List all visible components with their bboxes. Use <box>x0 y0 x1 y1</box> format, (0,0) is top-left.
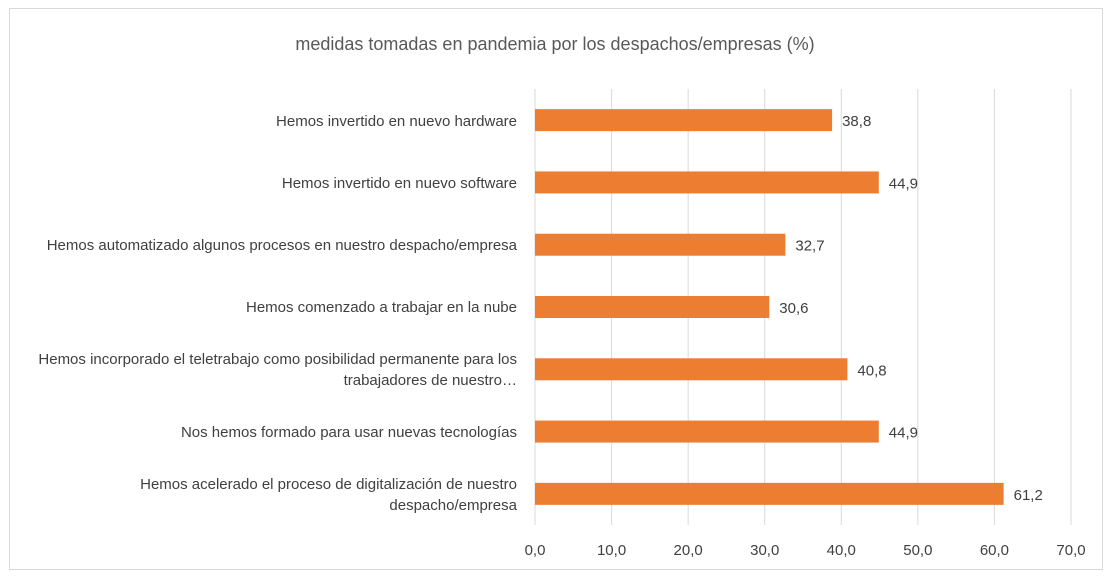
x-tick-label: 40,0 <box>827 542 856 559</box>
bar <box>535 109 833 132</box>
x-tick-label: 30,0 <box>750 542 779 559</box>
y-tick-label: Hemos automatizado algunos procesos en n… <box>46 237 517 255</box>
data-label: 44,9 <box>889 425 918 442</box>
x-tick-label: 20,0 <box>674 542 703 559</box>
bar <box>535 482 1004 505</box>
y-tick-label: Hemos invertido en nuevo hardware <box>276 112 517 130</box>
x-tick-label: 60,0 <box>980 542 1009 559</box>
y-tick-label: Hemos invertido en nuevo software <box>281 174 517 192</box>
chart-title: medidas tomadas en pandemia por los desp… <box>295 34 814 54</box>
y-tick-label: Nos hemos formado para usar nuevas tecno… <box>180 424 517 442</box>
bar <box>535 420 879 443</box>
data-label: 40,8 <box>857 362 886 379</box>
x-tick-label: 0,0 <box>525 542 546 559</box>
bar <box>535 296 770 318</box>
data-label: 32,7 <box>795 238 824 255</box>
y-tick-label: Hemos incorporado el teletrabajo como po… <box>38 351 517 390</box>
bar <box>535 358 848 381</box>
bar <box>535 233 786 256</box>
x-tick-label: 70,0 <box>1056 542 1085 559</box>
x-tick-label: 10,0 <box>597 542 626 559</box>
data-label: 61,2 <box>1014 487 1043 504</box>
data-label: 38,8 <box>842 113 871 130</box>
y-tick-label: Hemos comenzado a trabajar en la nube <box>246 299 517 317</box>
chart-border <box>9 8 1103 570</box>
data-label: 44,9 <box>889 175 918 192</box>
x-tick-label: 50,0 <box>903 542 932 559</box>
data-label: 30,6 <box>779 300 808 317</box>
bar <box>535 171 879 194</box>
y-tick-label: Hemos acelerado el proceso de digitaliza… <box>140 475 517 514</box>
